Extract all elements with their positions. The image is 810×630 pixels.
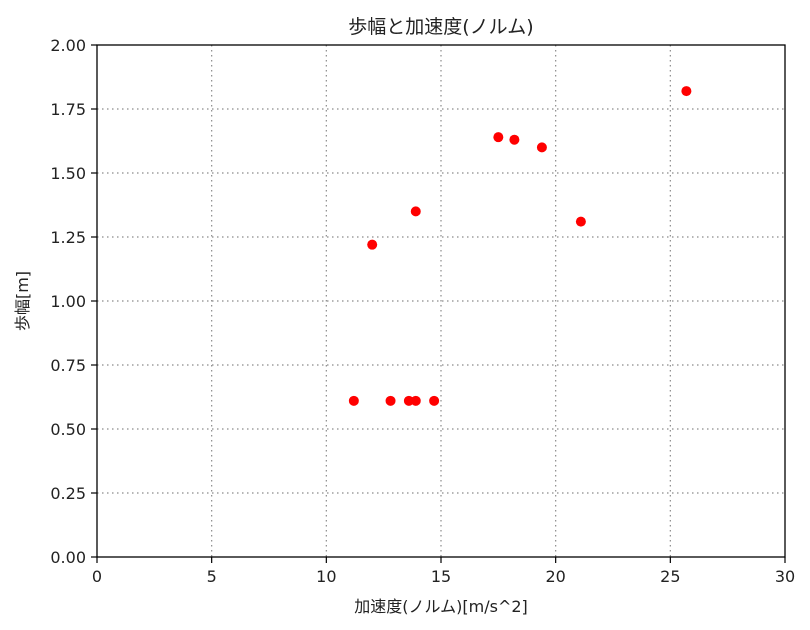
y-tick-label: 0.25	[50, 484, 86, 503]
data-point	[385, 395, 396, 406]
chart-title: 歩幅と加速度(ノルム)	[348, 16, 533, 38]
y-axis-label: 歩幅[m]	[13, 271, 32, 331]
y-tick-label: 2.00	[50, 36, 86, 55]
y-tick-label: 0.75	[50, 356, 86, 375]
x-tick-label: 10	[316, 567, 336, 586]
grid	[97, 45, 785, 557]
data-point	[493, 132, 504, 143]
x-tick-label: 20	[545, 567, 565, 586]
x-tick-label: 0	[92, 567, 102, 586]
y-tick-label: 0.00	[50, 548, 86, 567]
y-tick-label: 1.75	[50, 100, 86, 119]
data-point	[348, 395, 359, 406]
y-tick-label: 0.50	[50, 420, 86, 439]
data-point	[429, 395, 440, 406]
data-point	[575, 216, 586, 227]
y-tick-label: 1.25	[50, 228, 86, 247]
data-point	[410, 395, 421, 406]
x-tick-label: 25	[660, 567, 680, 586]
data-points	[348, 86, 692, 406]
data-point	[410, 206, 421, 217]
data-point	[367, 239, 378, 250]
data-point	[509, 134, 520, 145]
ticks: 0 5 10 15 20 25 30 0.00 0.25 0.50 0.75 1.00 1.25 1.50…	[50, 36, 795, 586]
data-point	[681, 86, 692, 97]
data-point	[403, 395, 414, 406]
x-tick-label: 15	[431, 567, 451, 586]
y-tick-label: 1.50	[50, 164, 86, 183]
y-tick-label: 1.00	[50, 292, 86, 311]
x-tick-label: 5	[207, 567, 217, 586]
data-point	[536, 142, 547, 153]
x-axis-label: 加速度(ノルム)[m/s^2]	[354, 597, 528, 616]
x-tick-label: 30	[775, 567, 795, 586]
